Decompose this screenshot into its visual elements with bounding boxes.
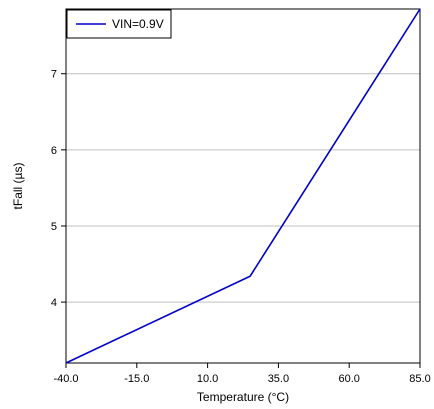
x-tick-label: 35.0 <box>268 373 289 385</box>
y-axis-title: tFall (µs) <box>11 163 25 210</box>
x-tick-label: 60.0 <box>338 373 359 385</box>
series-line-vin-0-9v <box>65 8 421 364</box>
y-tick-label: 4 <box>51 297 57 309</box>
y-tick-label: 6 <box>51 145 57 157</box>
x-axis-title: Temperature (°C) <box>197 390 289 404</box>
x-tick-label: 85.0 <box>409 373 430 385</box>
y-tick-label: 5 <box>51 221 57 233</box>
grid-lines <box>66 73 420 303</box>
x-tick-label: -40.0 <box>53 373 78 385</box>
y-tick-label: 7 <box>51 69 57 81</box>
legend: VIN=0.9V <box>66 9 172 39</box>
series-layer <box>65 8 421 364</box>
x-tick-label: -15.0 <box>124 373 149 385</box>
legend-label-vin-0-9v: VIN=0.9V <box>112 17 164 31</box>
x-axis-ticks: -40.0 -15.0 10.0 35.0 60.0 85.0 <box>53 363 431 385</box>
y-axis-ticks: 4 5 6 7 <box>51 69 66 309</box>
plot-area <box>65 8 421 364</box>
x-tick-label: 10.0 <box>197 373 218 385</box>
